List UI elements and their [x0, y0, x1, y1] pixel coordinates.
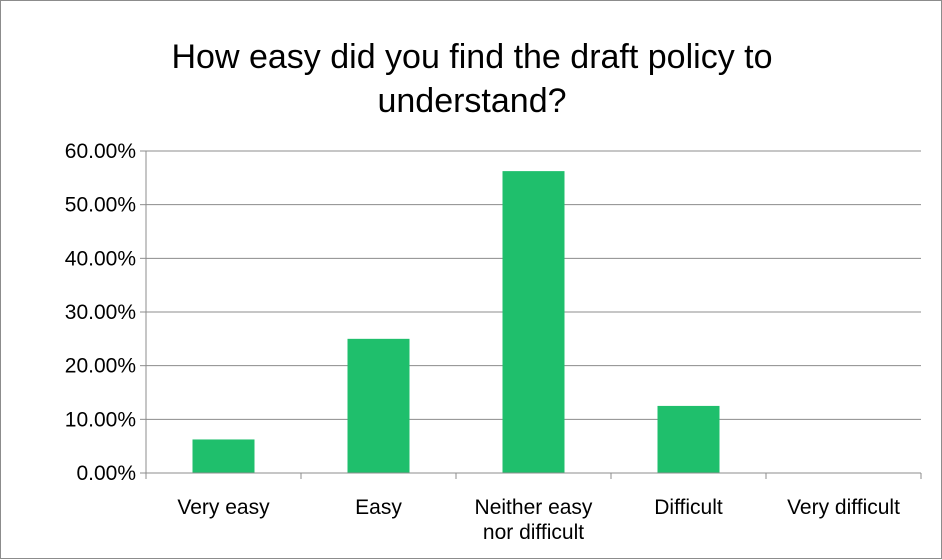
y-axis-tick-label: 10.00% [65, 408, 136, 431]
x-axis-category-label: Difficult [654, 496, 723, 519]
x-axis-category-label: Very difficult [787, 496, 900, 519]
bar [657, 405, 720, 473]
y-axis-tick-label: 20.00% [65, 355, 136, 378]
bar [192, 439, 255, 473]
x-axis-category-label: Neither easy [475, 496, 593, 519]
y-axis-tick-label: 50.00% [65, 194, 136, 217]
y-axis-tick-label: 60.00% [65, 140, 136, 163]
y-axis-tick-label: 30.00% [65, 301, 136, 324]
bar [347, 338, 410, 473]
chart-title: How easy did you find the draft policy t… [172, 38, 773, 120]
y-axis-tick-labels: 0.00% 10.00% 20.00% 30.00% 40.00% 50.00% 60.00… [65, 140, 136, 485]
x-axis-category-label: Easy [355, 496, 402, 519]
x-axis-category-label: nor difficult [483, 521, 584, 544]
chart-title-line-2: understand? [377, 82, 566, 120]
bars [192, 171, 720, 473]
y-axis-tick-label: 40.00% [65, 247, 136, 270]
y-axis-tick-label: 0.00% [76, 462, 136, 485]
bar [502, 171, 565, 473]
x-axis-category-label: Very easy [177, 496, 270, 519]
chart-title-line-1: How easy did you find the draft policy t… [172, 38, 773, 76]
x-axis [140, 150, 922, 479]
